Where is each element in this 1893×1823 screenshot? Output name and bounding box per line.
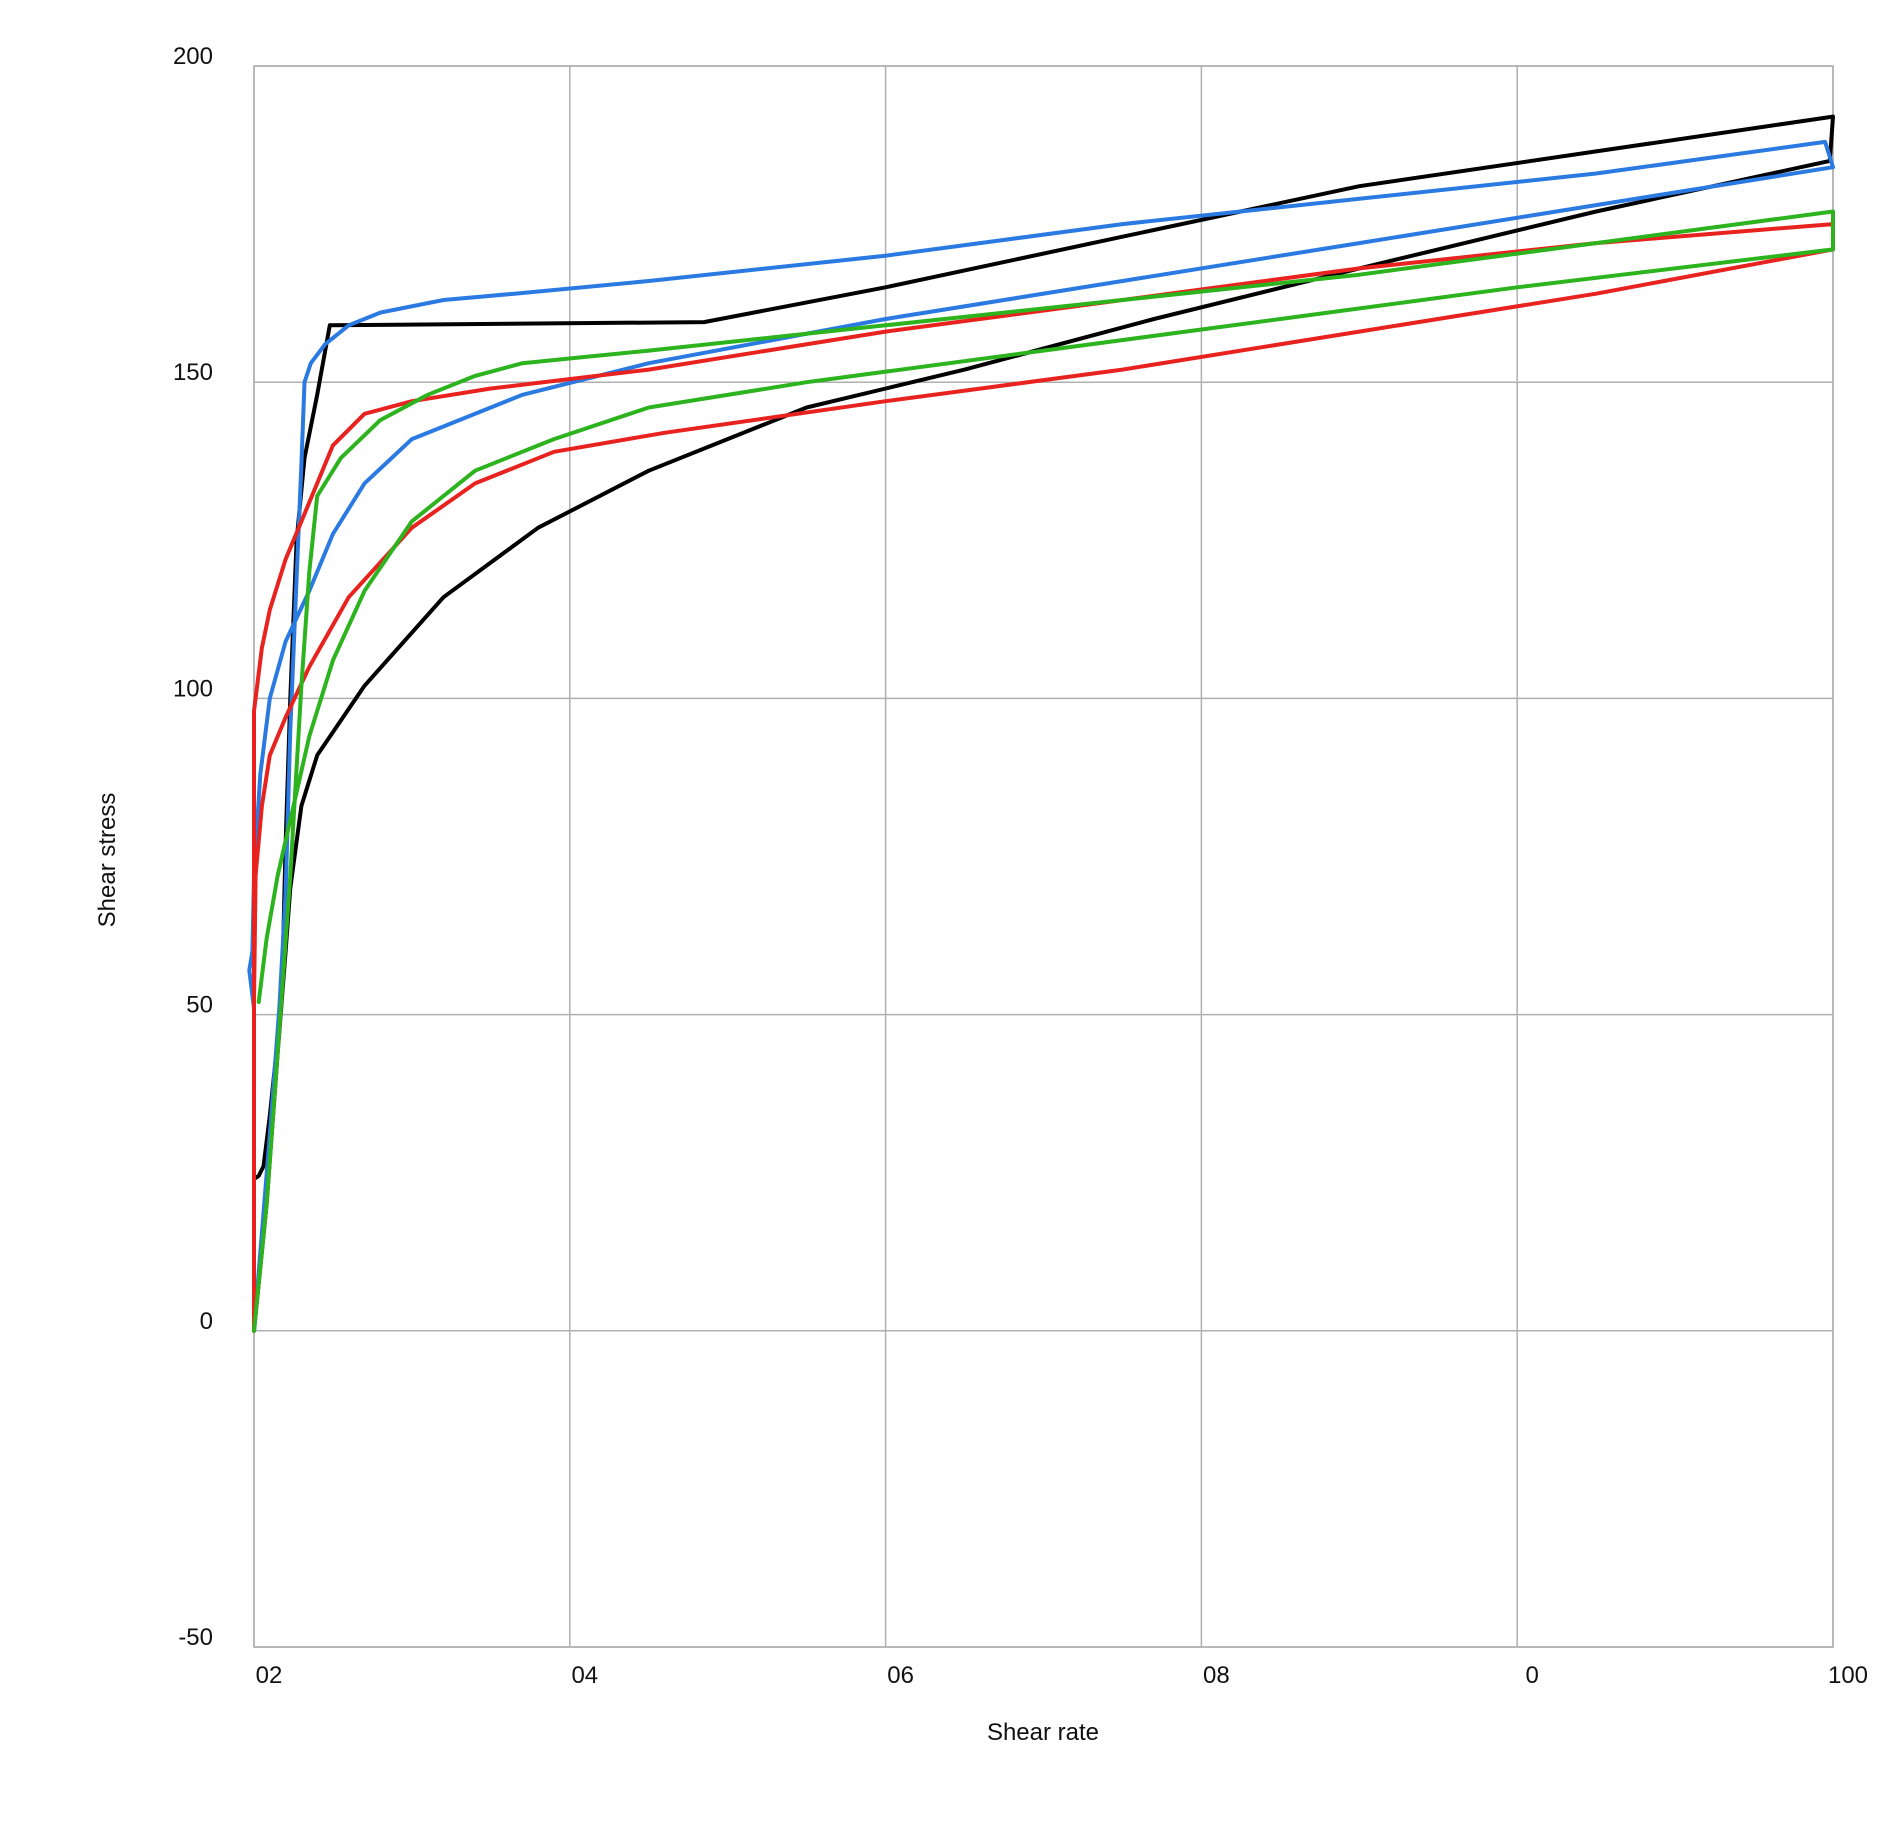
- tick-label-layer: 02 04 06 08 0 100 200 150 100 50 0 -50: [173, 43, 1868, 1689]
- series-line: [252, 209, 1835, 1333]
- y-tick-label: -50: [178, 1624, 213, 1651]
- y-axis-title: Shear stress: [94, 793, 121, 928]
- y-tick-label: 150: [173, 359, 213, 386]
- grid-layer: [253, 65, 1834, 1648]
- y-tick-label: 100: [173, 675, 213, 702]
- x-tick-label: 06: [887, 1662, 914, 1689]
- x-tick-label: 08: [1203, 1662, 1230, 1689]
- x-tick-label: 04: [571, 1662, 598, 1689]
- series-line: [252, 114, 1835, 1333]
- y-tick-label: 50: [186, 992, 213, 1019]
- x-tick-label: 100: [1828, 1662, 1868, 1689]
- series-line: [247, 139, 1835, 1333]
- x-axis-title: Shear rate: [987, 1719, 1099, 1746]
- y-tick-label: 200: [173, 43, 213, 70]
- series-layer: [247, 114, 1835, 1333]
- series-line: [252, 222, 1835, 1333]
- plot-frame: [253, 65, 1834, 1648]
- x-tick-label: 0: [1526, 1662, 1539, 1689]
- y-tick-label: 0: [200, 1308, 213, 1335]
- x-tick-label: 02: [256, 1662, 283, 1689]
